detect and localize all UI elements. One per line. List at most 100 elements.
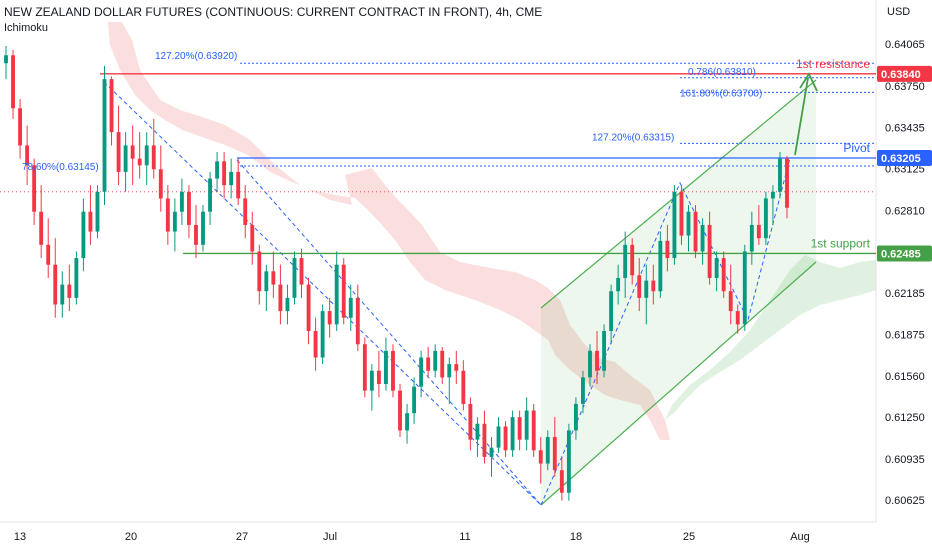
candle-body (707, 224, 712, 278)
candle-body (714, 258, 719, 278)
candle-body (595, 350, 599, 371)
candle-body (531, 410, 536, 451)
candle-body (384, 350, 388, 385)
candle-body (32, 165, 37, 212)
channel-fill (541, 80, 816, 505)
price-axis-tick: 0.61875 (885, 329, 925, 341)
candle-body (158, 169, 163, 199)
candle-body (447, 364, 452, 378)
candle-body (665, 240, 670, 259)
pivot-price-tag (877, 150, 932, 166)
candle-body (165, 198, 170, 232)
candle-body (109, 79, 114, 133)
candle-body (172, 211, 177, 232)
fib-label: 127.20%(0.63315) (592, 132, 674, 143)
projection-arrow (794, 77, 809, 156)
candle-body (482, 423, 487, 457)
candle-body (510, 417, 515, 451)
candle-body (672, 191, 677, 259)
pivot-price-tag-text: 0.63205 (881, 153, 921, 165)
candle-body (341, 264, 346, 318)
chart-title: NEW ZEALAND DOLLAR FUTURES (CONTINUOUS: … (4, 5, 543, 19)
candle-body (264, 271, 269, 292)
pivot-label: Pivot (843, 141, 870, 155)
candle-body (222, 161, 227, 186)
time-axis-tick: 27 (236, 531, 248, 543)
fib-label: 127.20%(0.63920) (155, 51, 237, 62)
candle-body (616, 277, 621, 292)
ichimoku-cloud-bearish (108, 22, 670, 440)
candle-body (250, 224, 255, 252)
support-label: 1st support (811, 236, 871, 250)
candle-body (412, 386, 417, 414)
candle-body (194, 224, 198, 245)
time-axis-tick: 25 (683, 531, 695, 543)
candle-body (67, 284, 72, 298)
candle-body (257, 251, 262, 292)
price-axis-tick: 0.60625 (885, 495, 925, 507)
channel-upper-line (540, 79, 817, 309)
candle-body (623, 244, 628, 278)
price-axis-tick: 0.61560 (885, 371, 925, 383)
candle-body (187, 191, 191, 225)
candle-body (81, 211, 86, 259)
candle-body (778, 158, 782, 192)
price-axis-tick: 0.63750 (885, 81, 925, 93)
candle-body (398, 390, 402, 431)
candle-body (215, 161, 220, 179)
candle-body (123, 145, 128, 172)
fib-trend-line (540, 157, 791, 506)
price-axis-tick: 0.63125 (885, 164, 925, 176)
candle-body (602, 330, 606, 371)
time-axis-tick: 20 (125, 531, 137, 543)
candle-body (116, 132, 121, 172)
candle-body (306, 284, 311, 331)
candle-body (144, 145, 149, 166)
price-axis-tick: 0.60935 (885, 454, 925, 466)
candle-body (313, 330, 318, 358)
candle-body (376, 370, 381, 385)
candle-body (236, 171, 241, 199)
candle-body (658, 240, 663, 292)
candle-body (426, 357, 431, 371)
candle-body (742, 251, 747, 325)
candle-body (4, 55, 8, 64)
candle-body (644, 280, 649, 298)
candle-body (292, 258, 297, 298)
candle-body (46, 244, 51, 265)
candle-body (440, 350, 445, 378)
candle-body (756, 224, 761, 239)
candle-body (405, 413, 409, 431)
candle-body (785, 158, 789, 208)
candle-body (503, 426, 508, 451)
candle-body (137, 158, 142, 166)
candle-body (243, 198, 248, 225)
candle-body (475, 423, 480, 440)
candle-body (749, 224, 754, 252)
candle-body (679, 191, 684, 236)
candle-body (651, 280, 656, 292)
candle-body (18, 108, 23, 146)
candle-body (201, 211, 205, 245)
candle-body (524, 410, 529, 440)
time-axis-tick: 11 (459, 531, 470, 543)
candle-body (700, 224, 705, 252)
candle-body (693, 211, 698, 252)
candle-body (208, 178, 212, 212)
candle-body (53, 264, 58, 305)
indicator-label: Ichimoku (4, 22, 49, 34)
price-axis-tick: 0.63435 (885, 123, 925, 135)
support-price-tag-text: 0.62485 (881, 248, 921, 260)
candle-body (581, 377, 585, 404)
candle-body (728, 291, 733, 312)
time-axis-tick: Aug (790, 531, 810, 543)
candle-body (285, 297, 290, 312)
fib-trend-line (103, 81, 542, 506)
candle-body (151, 145, 156, 170)
candle-body (419, 357, 424, 387)
resistance-label: 1st resistance (796, 57, 870, 71)
fib-label: 161.80%(0.63700) (680, 88, 762, 99)
resistance-price-tag-text: 0.63840 (881, 69, 921, 81)
candle-body (391, 350, 395, 391)
